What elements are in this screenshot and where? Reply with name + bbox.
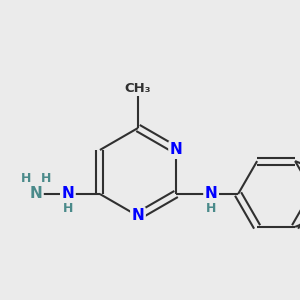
Text: N: N bbox=[170, 142, 182, 158]
Text: N: N bbox=[61, 187, 74, 202]
Text: H: H bbox=[63, 202, 73, 215]
Text: N: N bbox=[29, 187, 42, 202]
Text: H: H bbox=[206, 202, 216, 215]
Text: CH₃: CH₃ bbox=[125, 82, 151, 94]
Text: H: H bbox=[21, 172, 31, 185]
Text: N: N bbox=[132, 208, 144, 224]
Text: H: H bbox=[41, 172, 51, 185]
Text: N: N bbox=[205, 187, 218, 202]
